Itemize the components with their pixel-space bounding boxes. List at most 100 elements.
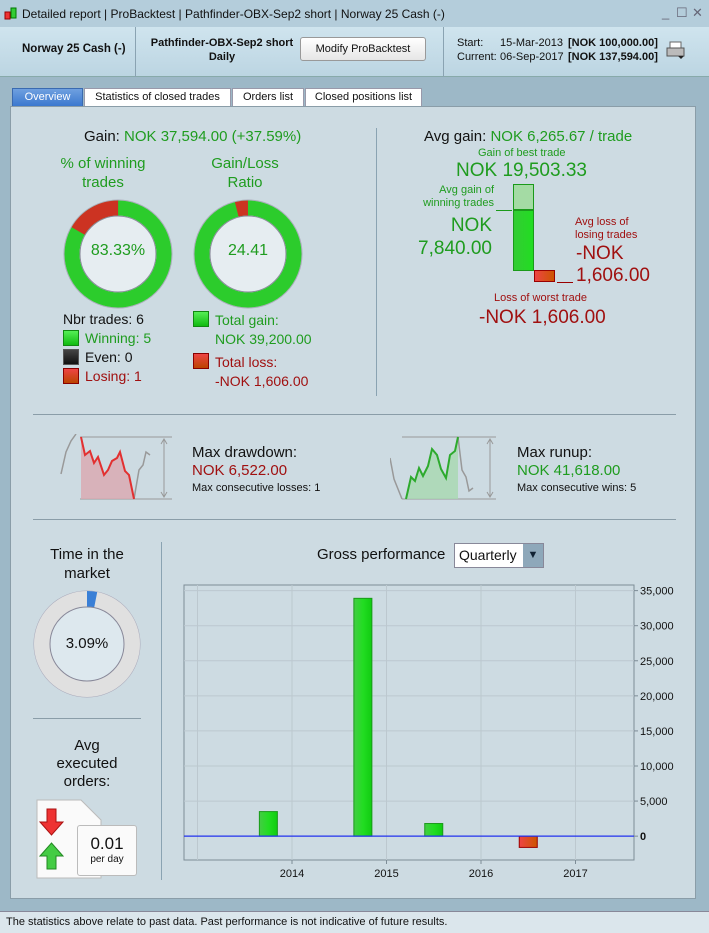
max-drawdown-value: NOK 6,522.00 (192, 462, 288, 479)
tab-statistics-closed-trades[interactable]: Statistics of closed trades (84, 88, 231, 106)
bar-2015-Q2 (424, 823, 444, 837)
winning-title: % of winning trades (60, 155, 146, 191)
total-gain: Total gain: NOK 39,200.00 (215, 312, 312, 347)
drawdown-sparkline-icon (60, 434, 172, 500)
window-title: Detailed report | ProBacktest | Pathfind… (22, 7, 445, 21)
bar-2014-Q3 (353, 597, 373, 837)
chart-title: Gross performance (317, 546, 446, 563)
y-tick-label: 5,000 (640, 796, 668, 808)
avg-gain: Avg gain: NOK 6,265.67 / trade (424, 128, 633, 145)
close-icon[interactable]: ✕ (692, 5, 703, 20)
total-loss: Total loss: -NOK 1,606.00 (215, 354, 309, 389)
divider (33, 414, 676, 415)
start-label: Start: (457, 37, 484, 49)
best-trade-value: NOK 19,503.33 (456, 160, 587, 181)
tab-overview[interactable]: Overview (12, 88, 83, 106)
current-capital: [NOK 137,594.00] (568, 51, 658, 63)
bar-2016-Q2 (518, 835, 538, 848)
gain-summary: Gain: NOK 37,594.00 (+37.59%) (84, 128, 302, 145)
loss-segment (194, 200, 302, 308)
x-tick-label: 2016 (469, 868, 493, 880)
nbr-trades: Nbr trades: 6 (63, 311, 144, 327)
best-trade-label: Gain of best trade (478, 147, 566, 159)
strategy-name: Pathfinder-OBX-Sep2 short (150, 37, 294, 49)
x-tick-label: 2017 (563, 868, 587, 880)
even-swatch (63, 349, 79, 365)
time-in-market-segment (34, 591, 140, 697)
print-icon[interactable] (666, 41, 686, 61)
total-gain-swatch (193, 311, 209, 327)
bar-2013-Q3 (258, 811, 278, 837)
losing-swatch (63, 368, 79, 384)
y-tick-label: 30,000 (640, 621, 674, 633)
losing-count: Losing: 1 (85, 368, 142, 384)
avg-executed-orders-title: Avg executed orders: (56, 737, 118, 790)
y-tick-label: 15,000 (640, 726, 674, 738)
timeframe: Daily (208, 51, 236, 63)
max-runup-label: Max runup: (517, 444, 593, 461)
chevron-down-icon[interactable]: ▼ (523, 544, 543, 567)
current-label: Current: (457, 51, 497, 63)
title-bar: Detailed report | ProBacktest | Pathfind… (0, 0, 709, 27)
even-count: Even: 0 (85, 349, 133, 365)
period-dropdown[interactable]: Quarterly ▼ (454, 543, 544, 568)
y-tick-label: 0 (640, 831, 646, 843)
plot-area (183, 584, 635, 861)
divider (33, 519, 676, 520)
y-tick-label: 20,000 (640, 691, 674, 703)
gain-segment (194, 200, 302, 308)
worst-trade-label: Loss of worst trade (494, 292, 587, 304)
orders-per-day-unit: per day (90, 854, 124, 865)
maximize-icon[interactable]: ☐ (676, 5, 688, 20)
best-trade-bar (513, 184, 534, 210)
winning-swatch (63, 330, 79, 346)
status-bar: The statistics above relate to past data… (0, 911, 709, 933)
ratio-donut (193, 199, 303, 309)
avg-loss-label: Avg loss of losing trades (575, 216, 638, 241)
time-in-market-donut (33, 590, 141, 698)
divider (376, 128, 377, 396)
avg-loss-value: -NOK 1,606.00 (576, 243, 650, 286)
avg-win-value: NOK 7,840.00 (418, 215, 492, 259)
max-consecutive-losses: Max consecutive losses: 1 (192, 482, 321, 494)
y-tick-label: 35,000 (640, 586, 674, 598)
winning-donut (63, 199, 173, 309)
runup-sparkline-icon (390, 436, 496, 500)
current-date: 06-Sep-2017 (500, 51, 564, 63)
time-in-market-value: 3.09% (65, 635, 109, 652)
ratio-title: Gain/Loss Ratio (211, 155, 279, 191)
max-consecutive-wins: Max consecutive wins: 5 (517, 482, 637, 494)
x-tick-label: 2015 (374, 868, 398, 880)
divider (161, 542, 162, 880)
start-capital: [NOK 100,000.00] (568, 37, 658, 49)
orders-per-day-value: 0.01 (90, 834, 124, 853)
divider (443, 27, 444, 77)
divider (33, 718, 141, 719)
x-tick-label: 2014 (280, 868, 304, 880)
tab-orders-list[interactable]: Orders list (232, 88, 304, 106)
avg-loss-bar (534, 270, 555, 282)
gain-loss-ratio: 24.41 (227, 242, 269, 259)
start-date: 15-Mar-2013 (500, 37, 563, 49)
avg-win-arrow-icon (496, 210, 512, 211)
max-drawdown-label: Max drawdown: (192, 444, 298, 461)
y-tick-label: 25,000 (640, 656, 674, 668)
avg-win-label: Avg gain of winning trades (423, 184, 494, 209)
modify-probacktest-button[interactable]: Modify ProBacktest (300, 37, 426, 61)
instrument-name: Norway 25 Cash (-) (22, 43, 126, 55)
total-loss-swatch (193, 353, 209, 369)
worst-trade-value: -NOK 1,606.00 (479, 307, 606, 328)
divider (135, 27, 136, 77)
winning-percent: 83.33% (90, 242, 146, 259)
period-selected: Quarterly (459, 547, 517, 563)
avg-win-bar (513, 210, 534, 271)
tab-closed-positions-list[interactable]: Closed positions list (305, 88, 422, 106)
avg-loss-arrow-icon (557, 282, 573, 283)
time-in-market-title: Time in the market (50, 546, 124, 582)
y-tick-label: 10,000 (640, 761, 674, 773)
orders-per-day-box: 0.01 per day (77, 825, 137, 876)
app-logo-icon (4, 7, 17, 20)
minimize-icon[interactable]: _ (662, 5, 670, 20)
winning-count: Winning: 5 (85, 330, 152, 346)
